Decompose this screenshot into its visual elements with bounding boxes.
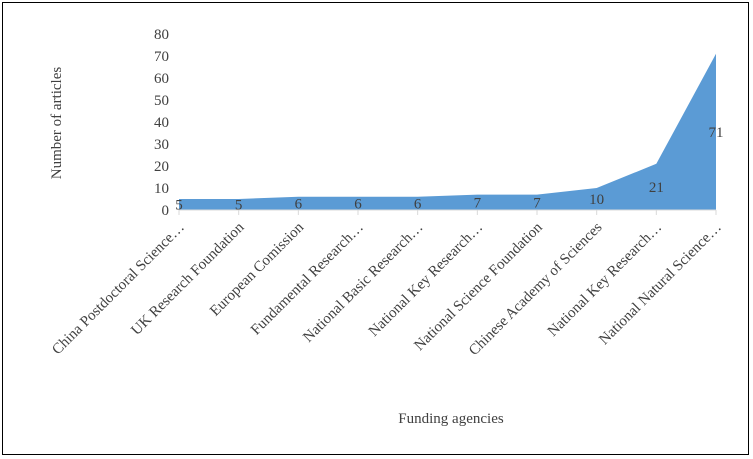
y-tick-label: 40 [154, 115, 169, 131]
x-axis-title: Funding agencies [398, 411, 504, 427]
x-tick-label: National Basic Research… [300, 220, 426, 346]
data-labels: 5 5 6 6 6 7 7 10 21 71 [175, 125, 723, 214]
y-tick-label: 20 [154, 159, 169, 175]
data-label: 7 [533, 195, 541, 211]
area-chart: 0 10 20 30 40 50 60 70 80 5 5 6 6 6 7 7 10 21 71 China Po… [49, 27, 725, 427]
y-tick-label: 80 [154, 27, 169, 43]
data-label: 6 [414, 196, 422, 212]
x-tick-label: Fundamental Research… [248, 220, 367, 339]
x-tick-label: National Key Research… [366, 220, 486, 340]
x-tick-label: UK Research Foundation [128, 219, 247, 338]
data-label: 5 [175, 198, 183, 214]
data-label: 7 [474, 195, 482, 211]
x-tick-label: National Key Research… [545, 220, 665, 340]
chart-frame: 0 10 20 30 40 50 60 70 80 5 5 6 6 6 7 7 10 21 71 China Po… [2, 2, 749, 455]
x-axis-tickmarks [178, 210, 717, 215]
y-tick-label: 10 [154, 181, 169, 197]
x-tick-label: National Natural Science… [596, 220, 725, 349]
y-axis-title: Number of articles [49, 67, 65, 180]
y-tick-label: 0 [162, 203, 170, 219]
data-label: 5 [235, 198, 243, 214]
data-label: 6 [354, 196, 362, 212]
data-label: 21 [649, 180, 664, 196]
y-tick-label: 50 [154, 93, 169, 109]
y-axis-ticks: 0 10 20 30 40 50 60 70 80 [154, 27, 169, 219]
y-tick-label: 70 [154, 49, 169, 65]
y-tick-label: 60 [154, 71, 169, 87]
data-label: 10 [589, 192, 604, 208]
area-series [179, 53, 716, 210]
data-label: 71 [709, 125, 724, 141]
data-label: 6 [295, 196, 303, 212]
y-tick-label: 30 [154, 137, 169, 153]
x-axis-ticks: China Postdoctoral Science…UK Research F… [49, 219, 725, 359]
